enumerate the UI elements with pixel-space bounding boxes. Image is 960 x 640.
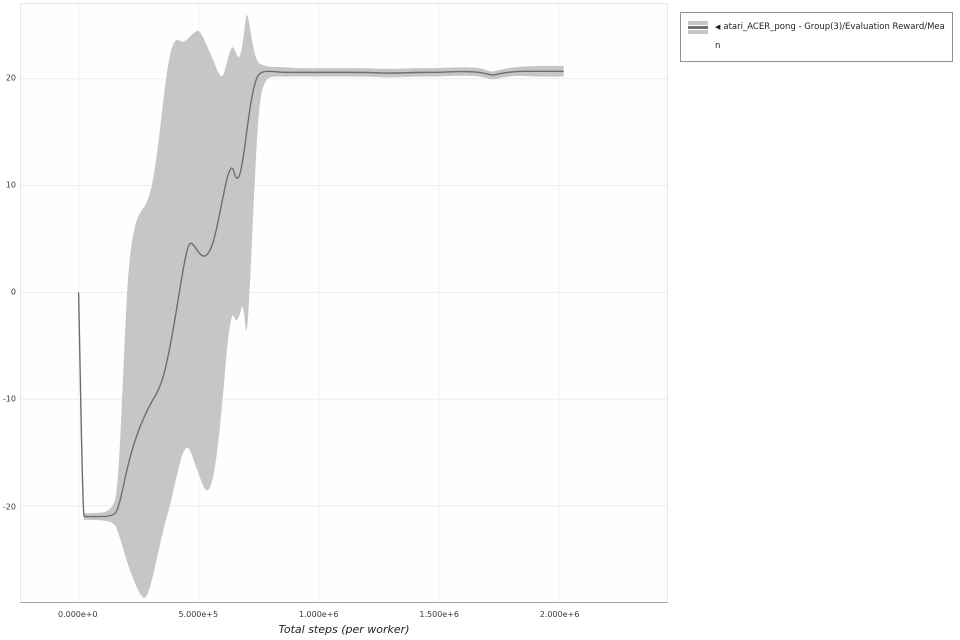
legend-entry[interactable]: ◀ atari_ACER_pong - Group(3)/Evaluation R… <box>688 18 945 56</box>
collapse-triangle-icon[interactable]: ◀ <box>715 23 721 31</box>
y-tick-label: -10 <box>2 394 16 404</box>
x-tick-label: 0.000e+0 <box>57 610 98 619</box>
plot-area <box>21 4 667 602</box>
y-axis-tick-labels: 20 10 0 -10 -20 <box>0 3 18 603</box>
x-tick-label: 5.000e+5 <box>178 610 219 619</box>
legend-text: ◀ atari_ACER_pong - Group(3)/Evaluation R… <box>715 18 945 56</box>
series-band-swatch-icon <box>688 21 708 34</box>
legend-label: atari_ACER_pong - Group(3)/Evaluation Re… <box>715 22 945 51</box>
x-axis-title: Total steps (per worker) <box>278 623 410 636</box>
x-axis-tick-labels: 0.000e+0 5.000e+5 1.000e+6 1.500e+6 2.000e+6 <box>20 610 668 622</box>
y-tick-label: -20 <box>2 502 16 512</box>
y-tick-label: 20 <box>5 73 16 83</box>
series-line-icon <box>688 25 708 30</box>
x-tick-label: 1.500e+6 <box>419 610 459 619</box>
legend: ◀ atari_ACER_pong - Group(3)/Evaluation R… <box>680 12 953 62</box>
x-tick-label: 2.000e+6 <box>539 610 580 619</box>
x-tick-label: 1.000e+6 <box>298 610 339 619</box>
plot-frame <box>20 3 668 603</box>
y-tick-label: 10 <box>5 180 16 190</box>
y-tick-label: 0 <box>10 287 16 297</box>
